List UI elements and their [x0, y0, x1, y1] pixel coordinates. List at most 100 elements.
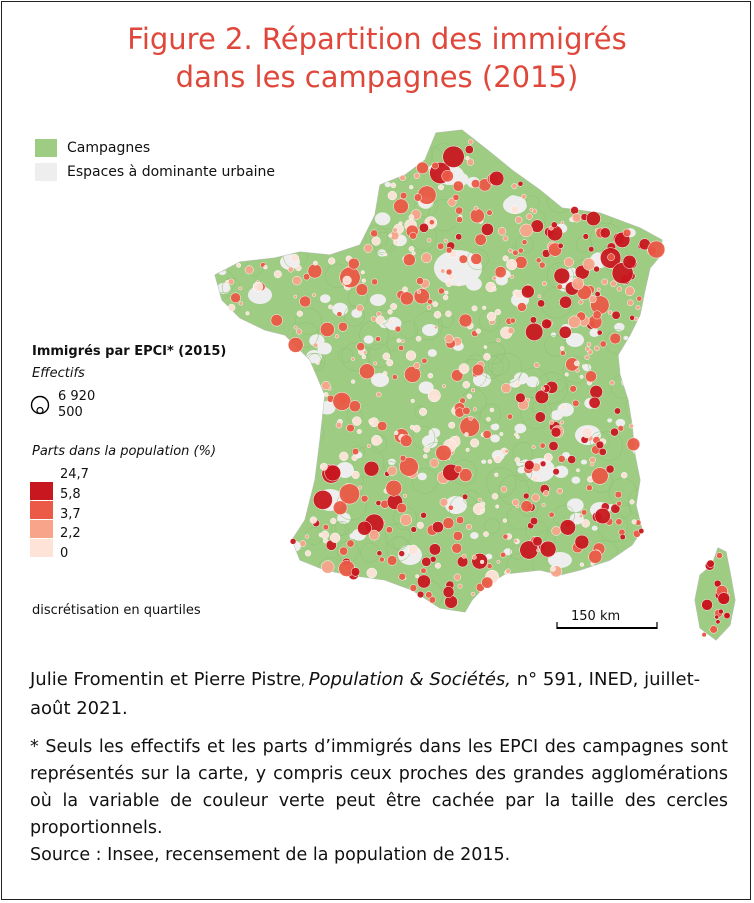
epci-circle — [581, 519, 590, 528]
epci-circle — [371, 278, 378, 286]
class-break-4: 2,2 — [60, 526, 81, 541]
epci-circle — [514, 457, 521, 463]
epci-circle — [598, 447, 607, 456]
epci-circle — [723, 612, 731, 620]
epci-circle — [435, 444, 452, 462]
epci-circle — [493, 455, 502, 464]
epci-circle — [483, 531, 489, 537]
epci-circle — [589, 456, 596, 464]
epci-circle — [579, 374, 584, 379]
epci-circle — [393, 239, 400, 246]
class-swatch-2 — [30, 501, 53, 519]
epci-circle — [479, 559, 485, 565]
legend-urban-label: Espaces à dominante urbaine — [67, 164, 276, 180]
epci-circle — [491, 493, 499, 500]
epci-circle — [398, 236, 403, 241]
credit-journal: Population & Sociétés, — [308, 669, 512, 690]
epci-circle — [563, 257, 574, 268]
epci-circle — [494, 472, 499, 477]
epci-circle — [375, 500, 382, 506]
source-line: Source : Insee, recensement de la popula… — [30, 845, 511, 865]
epci-circle — [501, 382, 512, 394]
epci-circle — [615, 518, 623, 526]
epci-circle — [444, 334, 454, 344]
epci-circle — [420, 512, 427, 519]
epci-circle — [482, 305, 487, 310]
epci-circle — [504, 449, 509, 454]
epci-circle — [614, 407, 621, 415]
epci-circle — [303, 273, 311, 281]
epci-circle — [553, 267, 571, 285]
epci-circle — [470, 438, 480, 448]
class-break-2: 5,8 — [60, 487, 81, 502]
epci-circle — [351, 447, 360, 456]
epci-circle — [366, 443, 371, 449]
epci-circle — [409, 584, 418, 592]
legend-urban: Espaces à dominante urbaine — [35, 160, 275, 184]
epci-circle — [263, 265, 268, 270]
epci-circle — [363, 460, 380, 477]
epci-circle — [392, 227, 398, 233]
epci-circle — [464, 432, 469, 437]
epci-circle — [319, 462, 328, 471]
epci-circle — [408, 544, 419, 556]
epci-circle — [322, 524, 329, 531]
epci-circle — [556, 283, 563, 290]
epci-circle — [444, 290, 449, 295]
epci-circle — [404, 365, 421, 383]
epci-circle — [486, 416, 491, 422]
epci-circle — [442, 294, 449, 301]
epci-circle — [227, 303, 236, 312]
epci-circle — [633, 316, 639, 322]
epci-circle — [376, 550, 383, 557]
epci-circle — [582, 233, 589, 240]
epci-circle — [539, 540, 557, 558]
epci-circle — [452, 180, 464, 192]
epci-circle — [499, 432, 504, 436]
epci-circle — [569, 385, 577, 393]
epci-circle — [299, 295, 311, 308]
epci-circle — [346, 423, 355, 433]
epci-circle — [441, 169, 454, 183]
epci-circle — [627, 299, 634, 307]
epci-circle — [357, 520, 372, 536]
epci-circle — [350, 567, 361, 577]
epci-circle — [635, 305, 641, 311]
epci-circle — [295, 264, 302, 272]
epci-circle — [383, 252, 388, 257]
credit-line: Julie Fromentin et Pierre Pistre, Popula… — [30, 666, 730, 723]
epci-circle — [716, 552, 723, 559]
epci-circle — [373, 361, 378, 366]
epci-circle — [313, 490, 333, 510]
epci-circle — [319, 322, 335, 337]
epci-circle — [471, 554, 477, 560]
epci-circle — [581, 427, 593, 439]
epci-circle — [451, 369, 464, 382]
epci-circle — [581, 364, 586, 369]
epci-circle — [419, 407, 428, 416]
epci-circle — [339, 451, 349, 461]
epci-circle — [486, 563, 493, 570]
epci-circle — [521, 193, 527, 200]
epci-circle — [228, 278, 235, 285]
epci-circle — [541, 386, 546, 391]
epci-circle — [715, 619, 721, 625]
size-legend-max: 6 920 — [58, 389, 96, 404]
epci-circle — [452, 194, 460, 201]
epci-circle — [348, 400, 361, 413]
epci-circle — [399, 434, 413, 447]
epci-circle — [599, 227, 611, 239]
epci-circle — [366, 567, 378, 579]
epci-circle — [502, 533, 509, 540]
epci-circle — [590, 462, 595, 467]
epci-circle — [253, 281, 264, 292]
epci-circle — [394, 325, 402, 333]
epci-circle — [473, 407, 477, 411]
epci-circle — [307, 263, 323, 279]
epci-circle — [701, 599, 713, 611]
epci-circle — [350, 357, 355, 361]
epci-circle — [558, 325, 572, 339]
epci-circle — [408, 246, 415, 252]
epci-circle — [610, 280, 617, 288]
epci-circle — [399, 191, 408, 200]
